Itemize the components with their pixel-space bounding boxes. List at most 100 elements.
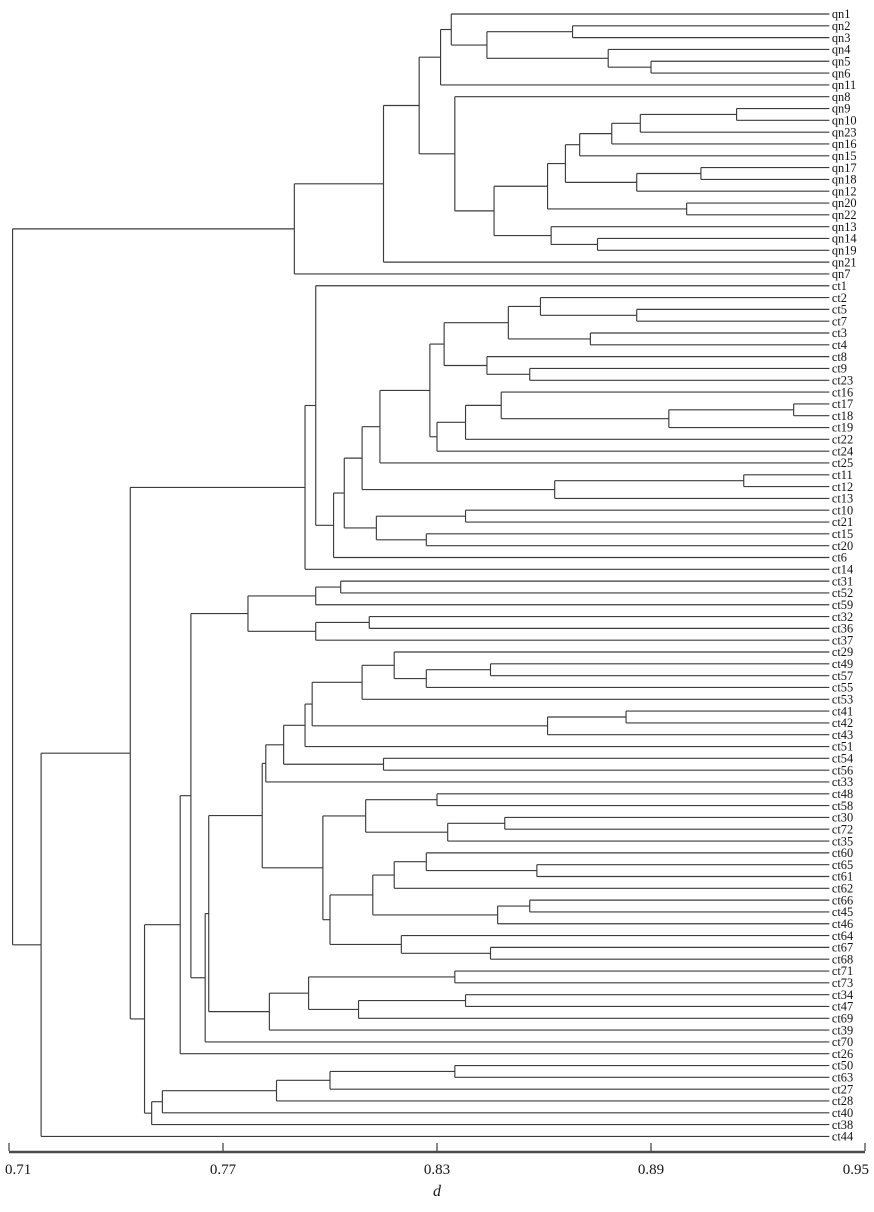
leaf-label-ct32: ct32: [832, 610, 853, 624]
leaf-label-ct17: ct17: [832, 397, 853, 411]
leaf-label-qn5: qn5: [832, 54, 851, 68]
leaf-label-ct1: ct1: [832, 279, 847, 293]
leaf-label-ct7: ct7: [832, 314, 847, 328]
leaf-label-ct56: ct56: [832, 763, 853, 777]
leaf-label-ct42: ct42: [832, 716, 853, 730]
leaf-label-ct34: ct34: [832, 988, 853, 1002]
leaf-label-ct12: ct12: [832, 480, 853, 494]
leaf-label-qn22: qn22: [832, 208, 857, 222]
leaf-label-ct66: ct66: [832, 893, 853, 907]
leaf-label-ct61: ct61: [832, 870, 853, 884]
leaf-label-ct68: ct68: [832, 952, 853, 966]
leaf-label-qn17: qn17: [832, 161, 857, 175]
leaf-label-ct72: ct72: [832, 822, 853, 836]
leaf-label-ct22: ct22: [832, 433, 853, 447]
leaf-label-qn14: qn14: [832, 232, 857, 246]
leaf-label-ct35: ct35: [832, 834, 853, 848]
leaf-label-qn10: qn10: [832, 114, 857, 128]
leaf-label-ct46: ct46: [832, 917, 853, 931]
leaf-label-ct20: ct20: [832, 539, 853, 553]
leaf-label-ct69: ct69: [832, 1011, 853, 1025]
leaf-label-ct4: ct4: [832, 338, 847, 352]
leaf-label-ct54: ct54: [832, 752, 853, 766]
leaf-label-ct18: ct18: [832, 409, 853, 423]
leaf-label-ct11: ct11: [832, 468, 853, 482]
leaf-label-qn20: qn20: [832, 196, 857, 210]
leaf-label-qn3: qn3: [832, 31, 851, 45]
leaf-label-qn7: qn7: [832, 267, 851, 281]
leaf-label-qn23: qn23: [832, 125, 857, 139]
leaf-label-qn16: qn16: [832, 137, 857, 151]
leaf-label-ct43: ct43: [832, 728, 853, 742]
leaf-label-ct2: ct2: [832, 291, 847, 305]
leaf-label-ct41: ct41: [832, 704, 853, 718]
leaf-label-ct45: ct45: [832, 905, 853, 919]
leaf-label-ct63: ct63: [832, 1071, 853, 1085]
leaf-label-ct16: ct16: [832, 385, 853, 399]
leaf-label-ct14: ct14: [832, 563, 853, 577]
leaf-label-ct37: ct37: [832, 633, 853, 647]
leaf-label-ct73: ct73: [832, 976, 853, 990]
leaf-label-qn18: qn18: [832, 173, 857, 187]
axis-tick-label-0.83: 0.83: [424, 1162, 450, 1178]
leaf-label-ct28: ct28: [832, 1094, 853, 1108]
leaf-label-ct21: ct21: [832, 515, 853, 529]
leaf-label-ct49: ct49: [832, 657, 853, 671]
leaf-label-ct15: ct15: [832, 527, 853, 541]
leaf-label-ct48: ct48: [832, 787, 853, 801]
tree-edges: [11, 13, 830, 1138]
leaf-label-ct53: ct53: [832, 692, 853, 706]
axis-tick-label-0.71: 0.71: [5, 1162, 31, 1178]
leaf-label-qn13: qn13: [832, 220, 857, 234]
leaf-label-ct33: ct33: [832, 775, 853, 789]
leaf-label-ct10: ct10: [832, 503, 853, 517]
leaf-label-ct19: ct19: [832, 421, 853, 435]
leaf-label-ct60: ct60: [832, 846, 853, 860]
axis-title: d: [433, 1183, 442, 1200]
leaf-label-ct67: ct67: [832, 941, 853, 955]
leaf-label-qn4: qn4: [832, 43, 851, 57]
leaf-label-qn11: qn11: [832, 78, 856, 92]
axis-tick-label-0.95: 0.95: [843, 1162, 869, 1178]
leaf-label-ct38: ct38: [832, 1118, 853, 1132]
leaf-label-qn21: qn21: [832, 255, 857, 269]
leaf-label-ct29: ct29: [832, 645, 853, 659]
leaf-label-ct6: ct6: [832, 551, 847, 565]
leaf-label-ct24: ct24: [832, 444, 853, 458]
leaf-label-ct65: ct65: [832, 858, 853, 872]
leaf-label-ct58: ct58: [832, 799, 853, 813]
leaf-label-qn1: qn1: [832, 7, 851, 21]
leaf-label-ct51: ct51: [832, 740, 853, 754]
leaf-label-ct9: ct9: [832, 362, 847, 376]
leaf-label-ct55: ct55: [832, 681, 853, 695]
leaf-label-ct25: ct25: [832, 456, 853, 470]
leaf-label-ct44: ct44: [832, 1130, 853, 1144]
leaf-label-ct23: ct23: [832, 373, 853, 387]
leaf-label-ct62: ct62: [832, 882, 853, 896]
leaf-label-ct50: ct50: [832, 1059, 853, 1073]
distance-axis: 0.71 0.77 0.83 0.89 0.95: [5, 1143, 869, 1178]
leaf-label-ct36: ct36: [832, 622, 853, 636]
leaf-label-ct64: ct64: [832, 929, 853, 943]
leaf-label-ct59: ct59: [832, 598, 853, 612]
leaf-labels: qn1qn2qn3qn4qn5qn6qn11qn8qn9qn10qn23qn16…: [832, 7, 857, 1143]
leaf-label-qn19: qn19: [832, 244, 857, 258]
leaf-label-qn9: qn9: [832, 102, 851, 116]
leaf-label-ct3: ct3: [832, 326, 847, 340]
leaf-label-ct26: ct26: [832, 1047, 853, 1061]
leaf-label-ct27: ct27: [832, 1082, 853, 1096]
leaf-label-ct57: ct57: [832, 669, 853, 683]
axis-tick-label-0.89: 0.89: [638, 1162, 664, 1178]
leaf-label-ct39: ct39: [832, 1023, 853, 1037]
leaf-label-ct47: ct47: [832, 1000, 853, 1014]
leaf-label-qn6: qn6: [832, 66, 851, 80]
leaf-label-ct30: ct30: [832, 811, 853, 825]
leaf-label-ct31: ct31: [832, 574, 853, 588]
leaf-label-ct70: ct70: [832, 1035, 853, 1049]
leaf-label-ct13: ct13: [832, 492, 853, 506]
leaf-label-ct8: ct8: [832, 350, 847, 364]
leaf-label-ct40: ct40: [832, 1106, 853, 1120]
axis-tick-label-0.77: 0.77: [210, 1162, 237, 1178]
